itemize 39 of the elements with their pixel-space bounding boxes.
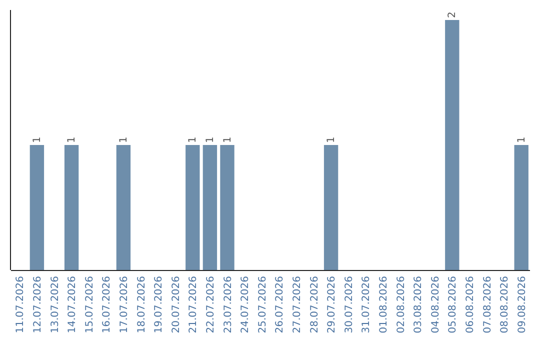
x-tick-label: 07.08.2026 <box>482 276 494 334</box>
x-tick-label: 13.07.2026 <box>50 276 61 334</box>
x-tick-label: 31.07.2026 <box>361 276 372 334</box>
x-tick-label: 01.08.2026 <box>378 276 390 334</box>
data-label: 1 <box>118 136 130 143</box>
x-tick-label: 14.07.2026 <box>67 276 78 334</box>
x-tick-label: 18.07.2026 <box>136 276 148 334</box>
x-tick-label: 06.08.2026 <box>464 276 476 334</box>
x-tick-label: 08.08.2026 <box>500 276 511 334</box>
x-tick-label: 15.07.2026 <box>84 276 96 334</box>
data-label: 1 <box>204 136 216 143</box>
x-tick-label: 26.07.2026 <box>274 276 286 334</box>
data-label: 1 <box>66 136 78 143</box>
data-label: 1 <box>326 136 338 143</box>
x-tick-label: 24.07.2026 <box>240 276 252 334</box>
data-label: 1 <box>516 136 528 143</box>
data-label: 2 <box>447 12 458 18</box>
x-tick-label: 27.07.2026 <box>292 276 303 334</box>
x-tick-label: 21.07.2026 <box>188 276 200 334</box>
x-tick-label: 28.07.2026 <box>309 276 320 334</box>
x-tick-label: 17.07.2026 <box>118 276 130 334</box>
x-tick-label: 29.07.2026 <box>326 276 338 334</box>
x-tick-label: 25.07.2026 <box>257 276 268 334</box>
x-tick-label: 22.07.2026 <box>205 276 216 334</box>
x-tick-label: 16.07.2026 <box>102 276 113 334</box>
x-tick-label: 03.08.2026 <box>413 276 424 334</box>
x-tick-label: 12.07.2026 <box>32 276 44 334</box>
x-tick-label: 23.07.2026 <box>222 276 234 334</box>
x-tick-label: 09.08.2026 <box>516 276 528 334</box>
x-tick-label: 05.08.2026 <box>448 276 459 334</box>
data-label: 1 <box>222 136 234 143</box>
x-tick-label: 02.08.2026 <box>396 276 407 334</box>
data-label: 1 <box>32 136 43 143</box>
x-tick-label: 04.08.2026 <box>430 276 442 334</box>
data-label: 1 <box>188 136 199 143</box>
x-tick-label: 30.07.2026 <box>344 276 355 334</box>
x-tick-label: 11.07.2026 <box>15 276 26 334</box>
x-tick-label: 20.07.2026 <box>170 276 182 334</box>
x-tick-label: 19.07.2026 <box>154 276 165 334</box>
